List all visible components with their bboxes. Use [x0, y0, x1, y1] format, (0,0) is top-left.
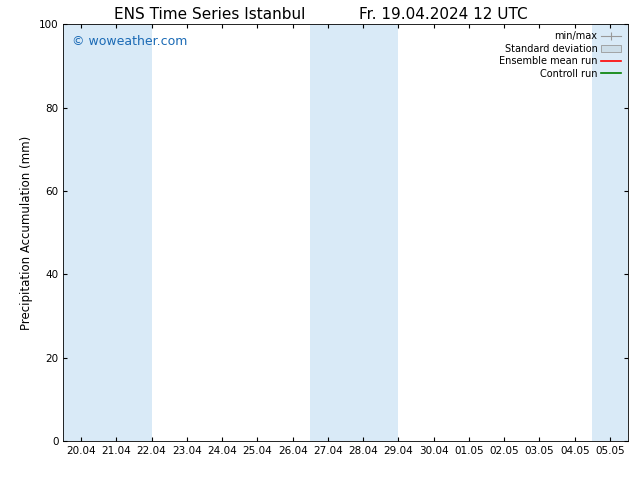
Text: Fr. 19.04.2024 12 UTC: Fr. 19.04.2024 12 UTC — [359, 7, 528, 23]
Y-axis label: Precipitation Accumulation (mm): Precipitation Accumulation (mm) — [20, 136, 34, 330]
Legend: min/max, Standard deviation, Ensemble mean run, Controll run: min/max, Standard deviation, Ensemble me… — [497, 29, 623, 80]
Bar — [310, 24, 398, 441]
Bar — [592, 24, 628, 441]
Bar — [63, 24, 152, 441]
Text: © woweather.com: © woweather.com — [72, 35, 187, 48]
Text: ENS Time Series Istanbul: ENS Time Series Istanbul — [113, 7, 305, 23]
